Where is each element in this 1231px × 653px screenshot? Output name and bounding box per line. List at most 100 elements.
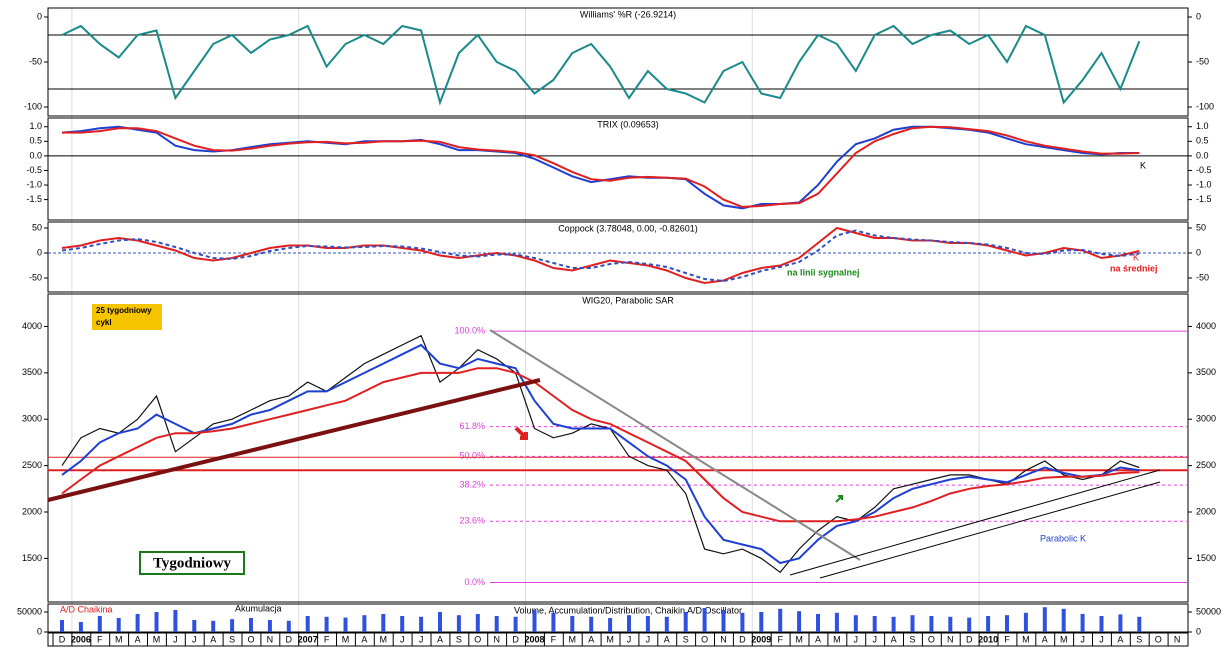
panel [47,117,1189,221]
x-tick-label: 2006 [71,634,91,644]
y-tick-label: 0 [37,11,42,21]
y-tick-label: 0 [37,626,42,636]
volume-bar [910,615,915,632]
x-tick-label: O [1155,634,1162,644]
x-tick-label: J [872,634,877,644]
volume-bar [967,617,972,632]
x-tick-label: J [192,634,197,644]
arrow [835,495,843,503]
arrow [514,426,528,440]
series-line [61,229,1140,283]
x-tick-label: A [1042,634,1048,644]
volume-bar [305,616,310,632]
y-tick-label: -0.5 [1196,165,1212,175]
x-tick-label: J [173,634,178,644]
annotation: K [1133,252,1139,262]
y-tick-label: 50 [32,222,42,232]
y-tick-label: -1.0 [26,179,42,189]
y-tick-label: -1.5 [26,194,42,204]
volume-bar [948,616,953,632]
x-tick-label: M [833,634,841,644]
y-tick-label: 1.0 [29,121,42,131]
volume-bar [1099,616,1104,632]
y-tick-label: 0 [37,247,42,257]
volume-bar [267,620,272,632]
y-tick-label: 0.5 [29,136,42,146]
volume-bar [249,618,253,632]
x-tick-label: J [627,634,632,644]
x-tick-label: D [739,634,746,644]
x-tick-label: S [229,634,235,644]
y-tick-label: 0 [1196,247,1201,257]
series-line [62,125,1140,208]
y-tick-label: 2500 [1196,460,1216,470]
x-tick-label: A [815,634,821,644]
volume-bar [645,616,650,632]
annotation: Tygodniowy [153,555,232,571]
x-tick-label: O [928,634,935,644]
volume-bar [343,617,348,632]
x-tick-label: N [720,634,727,644]
trendlines [47,329,1161,579]
y-tick-label: 50000 [1196,606,1221,616]
series-line [61,334,1140,574]
fib-label: 0.0% [464,577,485,587]
x-tick-label: M [795,634,803,644]
x-tick-label: J [1080,634,1085,644]
x-tick-label: D [966,634,973,644]
trendline [489,329,861,561]
x-tick-label: M [380,634,388,644]
trendline [47,378,541,502]
x-tick-label: 2007 [298,634,318,644]
panel-title: WIG20, Parabolic SAR [582,295,674,305]
annotation: na linii sygnalnej [787,267,860,277]
x-tick-label: N [493,634,500,644]
x-tick-label: 2010 [978,634,998,644]
annotation: cykl [96,318,112,327]
volume-bar [627,615,631,632]
y-tick-label: 0 [1196,11,1201,21]
volume-bar [192,620,197,632]
fib-label: 100.0% [454,325,485,335]
volume-bar [1005,615,1009,632]
volume-bar [1080,614,1085,632]
annotation: K [1140,160,1146,170]
fib-label: 38.2% [459,479,485,489]
x-tick-label: M [342,634,350,644]
series-line [61,24,1141,106]
y-tick-label: 2500 [22,460,42,470]
x-tick-label: S [1136,634,1142,644]
volume-bar [400,616,405,632]
panel-title: TRIX (0.09653) [597,119,659,129]
volume-bar [664,616,669,632]
y-tick-label: 2000 [1196,506,1216,516]
annotation: Parabolic K [1040,533,1086,543]
x-tick-label: M [115,634,123,644]
x-tick-label: M [153,634,161,644]
y-tick-label: 4000 [22,321,42,331]
volume-bar [1118,614,1123,632]
y-tick-label: 1.0 [1196,121,1209,131]
panel [47,603,1189,633]
y-tick-label: 0.0 [1196,150,1209,160]
volume-bar [173,610,178,632]
x-tick-label: O [247,634,254,644]
y-tick-label: 3000 [22,414,42,424]
volume-bar [456,615,461,632]
volume-bar [551,612,556,632]
volume-bar [78,622,83,632]
fib-label: 61.8% [459,421,485,431]
trendline [789,469,1161,576]
panel-title: Coppock (3.78048, 0.00, -0.82601) [558,223,698,233]
panel-title: Williams' %R (-26.9214) [580,9,676,19]
volume-bar [438,612,442,632]
y-tick-label: -50 [1196,56,1209,66]
y-tick-label: 2000 [22,506,42,516]
volume-bar [154,612,159,632]
x-tick-label: O [474,634,481,644]
x-tick-label: J [854,634,859,644]
volume-bar [797,611,802,632]
